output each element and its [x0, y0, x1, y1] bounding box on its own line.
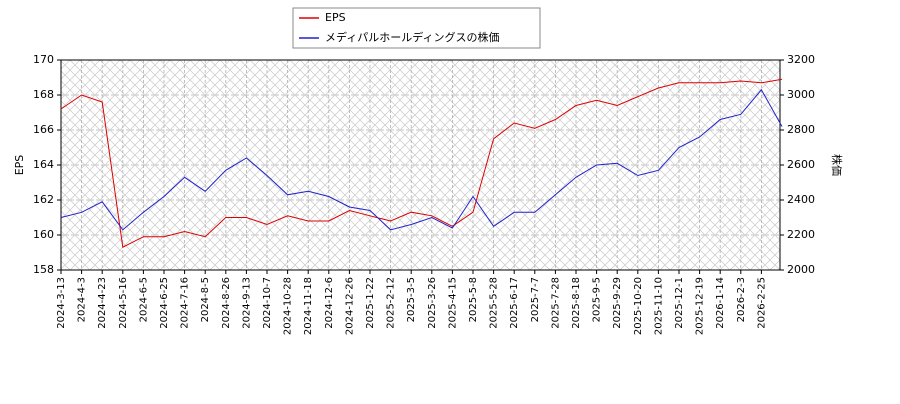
x-tick-label: 2025-11-10 [653, 277, 664, 335]
x-tick-label: 2024-4-23 [97, 277, 108, 329]
x-tick-label: 2024-7-16 [180, 277, 191, 329]
y-tick-label: 170 [33, 53, 54, 66]
x-tick-label: 2026-2-25 [756, 277, 767, 329]
x-tick-label: 2025-3-5 [406, 277, 417, 322]
x-tick-label: 2025-3-26 [427, 277, 438, 329]
x-tick-label: 2024-4-3 [77, 277, 88, 322]
x-tick-label: 2024-6-25 [159, 277, 170, 329]
x-tick-label: 2025-7-28 [550, 277, 561, 329]
y2-tick-label: 2800 [787, 123, 815, 136]
x-tick-label: 2026-2-3 [736, 277, 747, 322]
x-tick-label: 2024-12-6 [324, 277, 335, 329]
y-tick-label: 162 [33, 193, 54, 206]
x-tick-label: 2024-10-7 [262, 277, 273, 329]
x-tick-label: 2024-12-26 [344, 277, 355, 335]
y2-tick-label: 2000 [787, 263, 815, 276]
x-tick-label: 2025-10-20 [633, 277, 644, 335]
y2-tick-label: 2400 [787, 193, 815, 206]
plot-background [61, 60, 780, 270]
legend: EPS メディパルホールディングスの株価 [292, 7, 541, 49]
y2-tick-label: 2200 [787, 228, 815, 241]
data-line [60, 78, 783, 248]
y-axis-label: EPS [13, 155, 26, 176]
y2-tick-label: 3200 [787, 53, 815, 66]
x-tick-label: 2024-9-13 [241, 277, 252, 329]
legend-box [292, 7, 541, 49]
x-tick-label: 2025-6-17 [509, 277, 520, 329]
x-tick-label: 2025-1-22 [365, 277, 376, 329]
x-tick-label: 2025-2-12 [386, 277, 397, 329]
x-tick-label: 2025-8-18 [571, 277, 582, 329]
x-tick-label: 2025-12-1 [674, 277, 685, 329]
y-tick-label: 160 [33, 228, 54, 241]
x-tick-label: 2025-9-5 [592, 277, 603, 322]
legend-label: EPS [325, 11, 346, 24]
x-tick-label: 2024-8-26 [221, 277, 232, 329]
x-tick-label: 2024-6-5 [138, 277, 149, 322]
y2-tick-label: 3000 [787, 88, 815, 101]
x-tick-label: 2024-11-18 [303, 277, 314, 335]
y2-tick-label: 2600 [787, 158, 815, 171]
y2-axis-label: 株価 [830, 154, 844, 176]
x-tick-label: 2025-5-8 [468, 277, 479, 322]
plot-frame [60, 59, 781, 271]
x-tick-label: 2025-9-29 [612, 277, 623, 329]
x-tick-label: 2026-1-14 [715, 277, 726, 329]
x-tick-label: 2024-10-28 [283, 277, 294, 335]
x-tick-label: 2025-12-19 [695, 277, 706, 335]
x-tick-label: 2025-7-7 [530, 277, 541, 322]
x-tick-label: 2025-5-28 [489, 277, 500, 329]
x-tick-label: 2025-4-15 [447, 277, 458, 329]
y-tick-label: 158 [33, 263, 54, 276]
legend-label: メディパルホールディングスの株価 [325, 30, 499, 44]
x-tick-label: 2024-8-5 [200, 277, 211, 322]
x-tick-label: 2024-3-13 [56, 277, 67, 329]
y-tick-label: 168 [33, 88, 54, 101]
data-line [60, 88, 783, 231]
x-tick-label: 2024-5-16 [118, 277, 129, 329]
y-tick-label: 164 [33, 158, 54, 171]
y-tick-label: 166 [33, 123, 54, 136]
